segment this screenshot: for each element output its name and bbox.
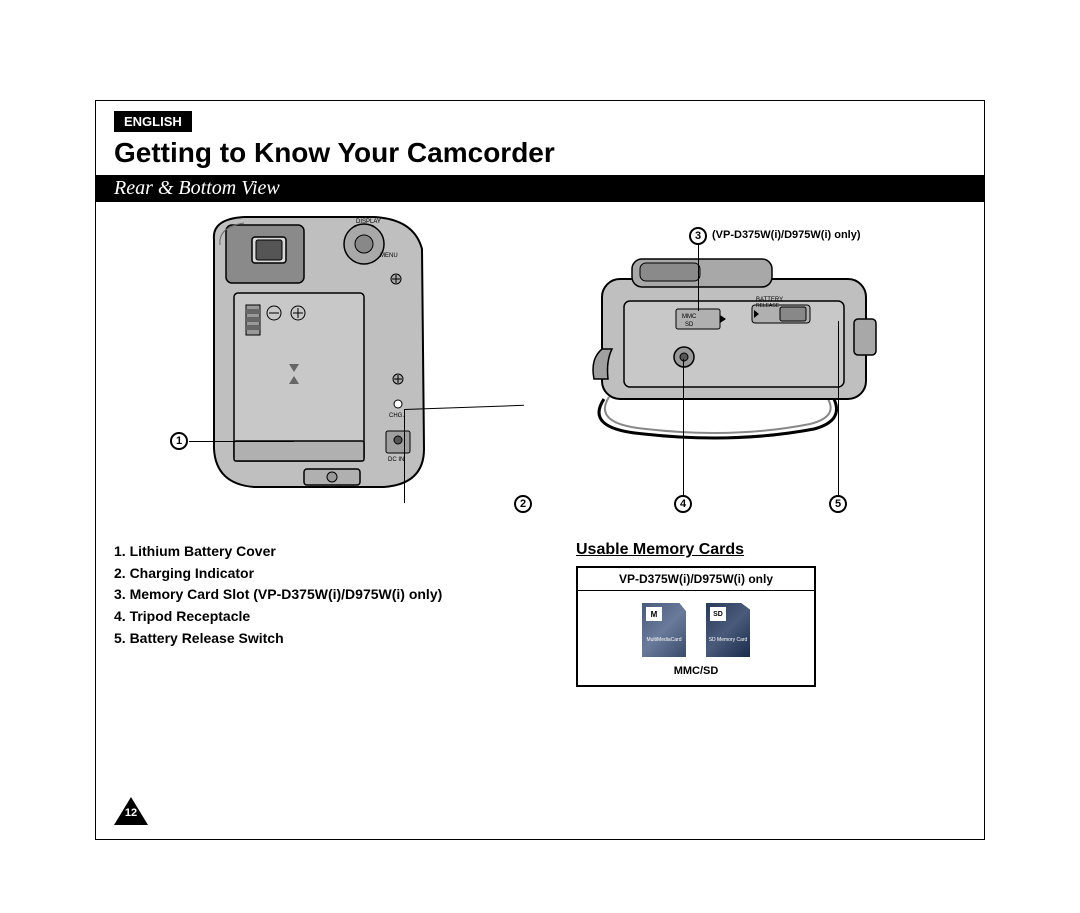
mmc-label: MMC bbox=[682, 314, 697, 320]
memory-cards-box: VP-D375W(i)/D975W(i) only M MultiMediaCa… bbox=[576, 566, 816, 687]
rear-view-diagram: DISPLAY MENU CHG. bbox=[174, 209, 464, 509]
diagram-area: DISPLAY MENU CHG. bbox=[114, 209, 968, 519]
menu-label: MENU bbox=[380, 253, 398, 259]
manual-page: ENGLISH Getting to Know Your Camcorder R… bbox=[95, 100, 985, 840]
legend-item: 4. Tripod Receptacle bbox=[114, 606, 442, 628]
callout-4: 4 bbox=[674, 495, 692, 513]
legend-item: 3. Memory Card Slot (VP-D375W(i)/D975W(i… bbox=[114, 584, 442, 606]
legend-item: 2. Charging Indicator bbox=[114, 563, 442, 585]
bottom-view-diagram: MMC SD BATTERY RELEASE bbox=[584, 249, 894, 449]
mmc-badge: M bbox=[646, 607, 662, 621]
memory-cards-title: Usable Memory Cards bbox=[576, 541, 744, 559]
mmc-card-text: MultiMediaCard bbox=[642, 637, 686, 643]
callout-3: 3 bbox=[689, 227, 707, 245]
callout-3-label: (VP-D375W(i)/D975W(i) only) bbox=[712, 229, 861, 241]
legend-item: 1. Lithium Battery Cover bbox=[114, 541, 442, 563]
batt-rel-label-2: RELEASE bbox=[756, 303, 780, 309]
legend-list: 1. Lithium Battery Cover 2. Charging Ind… bbox=[114, 541, 442, 649]
callout-2: 2 bbox=[514, 495, 532, 513]
display-label: DISPLAY bbox=[356, 219, 381, 225]
language-tag: ENGLISH bbox=[114, 111, 192, 132]
memory-cards-header: VP-D375W(i)/D975W(i) only bbox=[578, 568, 814, 591]
legend-item: 5. Battery Release Switch bbox=[114, 628, 442, 650]
sd-card-text: SD Memory Card bbox=[706, 637, 750, 643]
chg-label: CHG. bbox=[389, 413, 404, 419]
section-subtitle: Rear & Bottom View bbox=[96, 175, 984, 202]
dcin-label: DC IN bbox=[388, 457, 404, 463]
sd-card-icon: SD SD Memory Card bbox=[706, 603, 750, 657]
memory-cards-body: M MultiMediaCard SD SD Memory Card bbox=[578, 591, 814, 663]
sd-badge: SD bbox=[710, 607, 726, 621]
mmc-card-icon: M MultiMediaCard bbox=[642, 603, 686, 657]
page-title: Getting to Know Your Camcorder bbox=[114, 137, 555, 169]
memory-cards-footer: MMC/SD bbox=[578, 663, 814, 685]
page-number: 12 bbox=[114, 801, 148, 825]
callout-5: 5 bbox=[829, 495, 847, 513]
sd-label: SD bbox=[685, 322, 694, 328]
callout-1: 1 bbox=[170, 432, 188, 450]
